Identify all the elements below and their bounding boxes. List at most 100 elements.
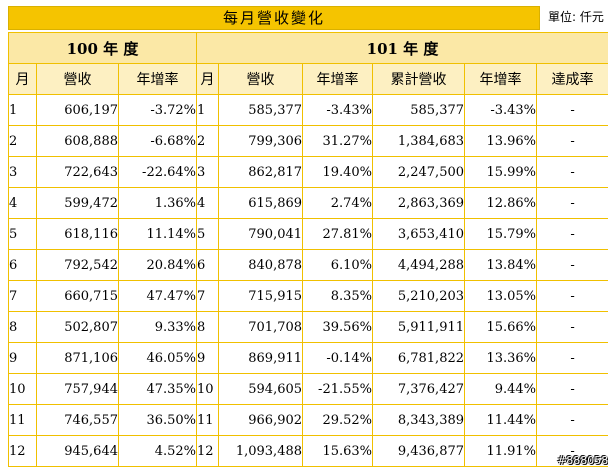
cell-growth-101: -21.55% (302, 373, 374, 405)
cell-growth-100: -3.72% (117, 94, 198, 126)
cell-revenue-101: 585,377 (218, 94, 304, 126)
watermark: #888058 (557, 454, 608, 467)
cell-cumulative-growth: 15.66% (464, 311, 538, 343)
cell-achievement: - (536, 280, 608, 312)
cell-growth-101: 6.10% (302, 249, 374, 281)
table-row: 8 502,807 9.33% 8 701,708 39.56% 5,911,911 15.6… (8, 311, 608, 343)
cell-cumulative-growth: 15.99% (464, 156, 538, 188)
col-growth-100: 年增率 (117, 63, 198, 95)
cell-achievement: - (536, 435, 608, 467)
cell-month-100: 11 (8, 404, 37, 436)
cell-growth-100: 11.14% (117, 218, 198, 250)
table-row: 4 599,472 1.36% 4 615,869 2.74% 2,863,369 12.86… (8, 187, 608, 219)
cell-cumulative-growth: 15.79% (464, 218, 538, 250)
cell-revenue-101: 862,817 (218, 156, 304, 188)
col-cumulative-growth: 年增率 (464, 63, 538, 95)
cell-month-100: 4 (8, 187, 37, 219)
unit-label: 單位: 仟元 (548, 10, 604, 24)
page-title: 每月營收變化 (8, 6, 540, 30)
cell-month-101: 12 (196, 435, 220, 467)
cell-cumulative-growth: 13.84% (464, 249, 538, 281)
col-revenue-101: 營收 (218, 63, 304, 95)
cell-month-101: 11 (196, 404, 220, 436)
cell-revenue-101: 790,041 (218, 218, 304, 250)
cell-month-101: 5 (196, 218, 220, 250)
cell-achievement: - (536, 311, 608, 343)
cell-cumulative: 6,781,822 (372, 342, 466, 374)
table-row: 1 606,197 -3.72% 1 585,377 -3.43% 585,377 -3.43… (8, 94, 608, 126)
cell-month-100: 6 (8, 249, 37, 281)
cell-month-101: 3 (196, 156, 220, 188)
table-row: 5 618,116 11.14% 5 790,041 27.81% 3,653,410 15.… (8, 218, 608, 250)
cell-month-100: 8 (8, 311, 37, 343)
cell-growth-100: 9.33% (117, 311, 198, 343)
cell-cumulative-growth: 12.86% (464, 187, 538, 219)
cell-cumulative: 2,247,500 (372, 156, 466, 188)
column-header-row: 月 營收 年增率 月 營收 年增率 累計營收 年增率 達成率 (8, 63, 608, 95)
table-row: 3 722,643 -22.64% 3 862,817 19.40% 2,247,500 15… (8, 156, 608, 188)
cell-cumulative: 2,863,369 (372, 187, 466, 219)
cell-cumulative-growth: 13.36% (464, 342, 538, 374)
cell-achievement: - (536, 342, 608, 374)
cell-growth-101: 31.27% (302, 125, 374, 157)
cell-growth-100: 46.05% (117, 342, 198, 374)
col-revenue-100: 營收 (36, 63, 119, 95)
cell-cumulative: 5,210,203 (372, 280, 466, 312)
year-100-header: 100 年 度 (7, 32, 198, 64)
cell-achievement: - (536, 249, 608, 281)
cell-revenue-100: 945,644 (36, 435, 119, 467)
col-cumulative: 累計營收 (372, 63, 466, 95)
cell-cumulative: 9,436,877 (372, 435, 466, 467)
cell-growth-101: -0.14% (302, 342, 374, 374)
cell-achievement: - (536, 373, 608, 405)
cell-month-100: 7 (8, 280, 37, 312)
col-achievement: 達成率 (536, 63, 608, 95)
cell-cumulative: 4,494,288 (372, 249, 466, 281)
cell-revenue-101: 715,915 (218, 280, 304, 312)
cell-achievement: - (536, 404, 608, 436)
cell-month-101: 6 (196, 249, 220, 281)
cell-growth-100: 1.36% (117, 187, 198, 219)
year-101-header: 101 年 度 (196, 32, 608, 64)
revenue-table: 100 年 度 101 年 度 月 營收 年增率 月 營收 年增率 累計營收 年… (7, 32, 608, 467)
cell-cumulative: 5,911,911 (372, 311, 466, 343)
cell-achievement: - (536, 156, 608, 188)
cell-month-100: 10 (8, 373, 37, 405)
cell-growth-100: -22.64% (117, 156, 198, 188)
cell-month-100: 12 (8, 435, 37, 467)
cell-achievement: - (536, 218, 608, 250)
col-month-100: 月 (8, 63, 37, 95)
cell-growth-101: 29.52% (302, 404, 374, 436)
cell-growth-101: 8.35% (302, 280, 374, 312)
cell-cumulative-growth: 11.91% (464, 435, 538, 467)
table-row: 9 871,106 46.05% 9 869,911 -0.14% 6,781,822 13.… (8, 342, 608, 374)
cell-growth-100: 4.52% (117, 435, 198, 467)
cell-achievement: - (536, 125, 608, 157)
table-row: 12 945,644 4.52% 12 1,093,488 15.63% 9,436,877… (8, 435, 608, 467)
cell-revenue-101: 869,911 (218, 342, 304, 374)
cell-month-101: 10 (196, 373, 220, 405)
table-row: 7 660,715 47.47% 7 715,915 8.35% 5,210,203 13.0… (8, 280, 608, 312)
cell-cumulative-growth: -3.43% (464, 94, 538, 126)
cell-growth-101: 2.74% (302, 187, 374, 219)
cell-growth-100: -6.68% (117, 125, 198, 157)
cell-month-101: 4 (196, 187, 220, 219)
cell-revenue-100: 871,106 (36, 342, 119, 374)
cell-revenue-100: 792,542 (36, 249, 119, 281)
cell-month-100: 2 (8, 125, 37, 157)
col-month-101: 月 (196, 63, 220, 95)
cell-growth-101: 27.81% (302, 218, 374, 250)
cell-month-100: 1 (8, 94, 37, 126)
table-row: 2 608,888 -6.68% 2 799,306 31.27% 1,384,683 13.… (8, 125, 608, 157)
cell-revenue-101: 701,708 (218, 311, 304, 343)
cell-growth-101: 15.63% (302, 435, 374, 467)
cell-month-100: 3 (8, 156, 37, 188)
table-row: 6 792,542 20.84% 6 840,878 6.10% 4,494,288 13.8… (8, 249, 608, 281)
cell-growth-100: 47.35% (117, 373, 198, 405)
cell-revenue-100: 606,197 (36, 94, 119, 126)
cell-revenue-100: 757,944 (36, 373, 119, 405)
cell-revenue-101: 615,869 (218, 187, 304, 219)
cell-revenue-100: 618,116 (36, 218, 119, 250)
cell-cumulative: 3,653,410 (372, 218, 466, 250)
cell-revenue-100: 608,888 (36, 125, 119, 157)
